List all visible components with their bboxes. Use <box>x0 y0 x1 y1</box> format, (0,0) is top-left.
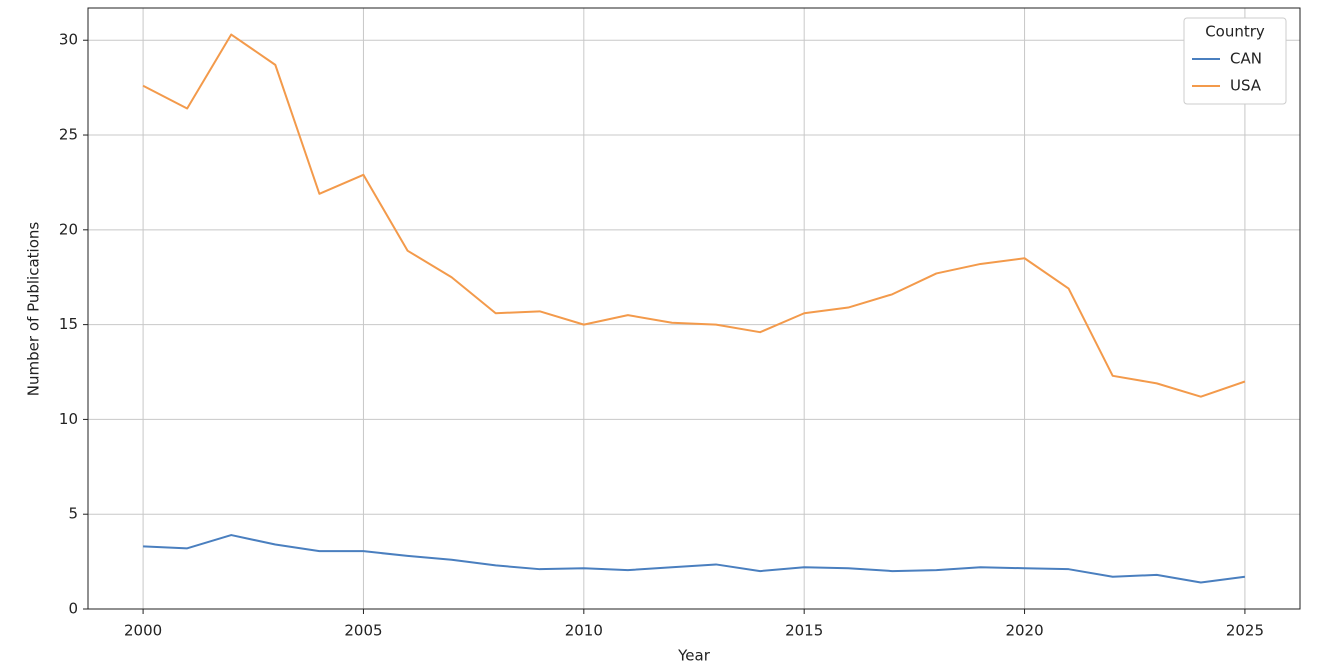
data-line <box>143 534 1246 584</box>
legend-title: Country <box>1205 23 1265 41</box>
y-tick-label: 20 <box>59 220 78 238</box>
y-axis-label: Number of Publications <box>25 222 43 397</box>
x-axis-label: Year <box>677 647 711 665</box>
x-tick-label: 2005 <box>344 622 382 640</box>
legend-box <box>1183 17 1287 105</box>
data-line <box>142 33 1246 398</box>
y-tick-label: 30 <box>59 31 78 49</box>
x-tick-label: 2015 <box>785 622 823 640</box>
x-tick-label: 2020 <box>1005 622 1043 640</box>
y-tick-label: 15 <box>59 315 78 333</box>
plot-frame <box>87 7 1301 610</box>
x-tick-label: 2025 <box>1226 622 1264 640</box>
y-tick-label: 5 <box>68 505 78 523</box>
legend-label: USA <box>1230 77 1262 95</box>
y-tick-label: 25 <box>59 126 78 144</box>
x-tick-label: 2000 <box>124 622 162 640</box>
x-tick-label: 2010 <box>565 622 603 640</box>
y-tick-label: 10 <box>59 410 78 428</box>
y-tick-label: 0 <box>68 600 78 618</box>
legend-label: CAN <box>1230 50 1262 68</box>
